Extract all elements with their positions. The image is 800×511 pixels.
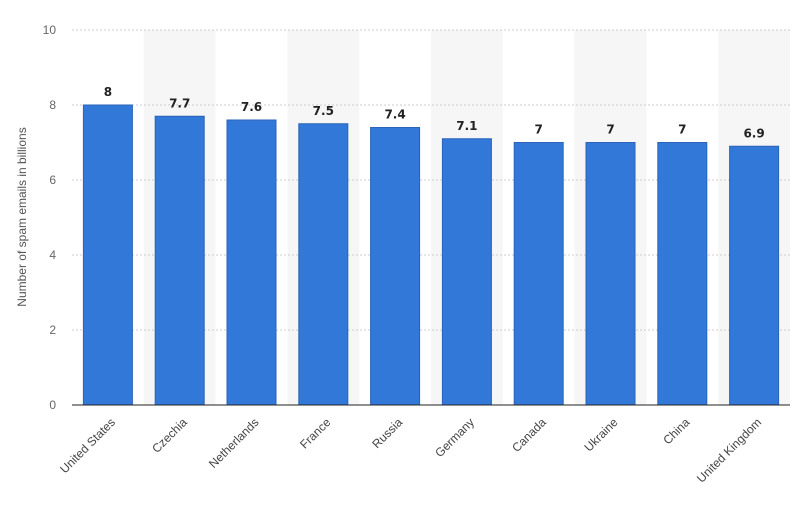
x-tick-label: Canada bbox=[509, 415, 549, 455]
bars bbox=[82, 104, 780, 406]
x-tick-label: Germany bbox=[432, 415, 477, 460]
y-tick-label: 0 bbox=[49, 398, 56, 412]
bar-france bbox=[298, 123, 349, 406]
y-axis-ticks: 0 2 4 6 8 10 bbox=[43, 23, 57, 412]
x-tick-label: United Kingdom bbox=[694, 415, 764, 485]
bar-czechia bbox=[154, 115, 205, 406]
bar-united-states bbox=[82, 104, 133, 406]
value-label: 8 bbox=[104, 85, 112, 99]
x-tick-label: Czechia bbox=[149, 415, 190, 456]
bar-germany bbox=[441, 138, 492, 406]
bar-canada bbox=[513, 142, 564, 406]
x-tick-label: Netherlands bbox=[206, 415, 262, 471]
y-tick-label: 6 bbox=[49, 173, 56, 187]
value-labels: 8 7.7 7.6 7.5 7.4 7.1 7 7 7 6.9 bbox=[104, 85, 765, 140]
bar-ukraine bbox=[585, 142, 636, 406]
bar-united-kingdom bbox=[729, 145, 780, 406]
bar-china bbox=[657, 142, 708, 406]
value-label: 7.5 bbox=[313, 104, 334, 118]
value-label: 7 bbox=[606, 123, 614, 137]
x-tick-label: China bbox=[660, 415, 692, 447]
value-label: 7 bbox=[535, 123, 543, 137]
y-axis-title: Number of spam emails in billions bbox=[15, 127, 29, 306]
x-tick-label: Russia bbox=[369, 415, 405, 451]
y-tick-label: 2 bbox=[49, 323, 56, 337]
value-label: 7.1 bbox=[456, 119, 477, 133]
bar-russia bbox=[370, 127, 421, 406]
x-tick-label: Ukraine bbox=[581, 415, 620, 454]
value-label: 7 bbox=[678, 123, 686, 137]
y-tick-label: 8 bbox=[49, 98, 56, 112]
value-label: 7.4 bbox=[384, 108, 405, 122]
x-tick-label: United States bbox=[57, 415, 118, 476]
y-tick-label: 10 bbox=[43, 23, 57, 37]
x-axis-ticks: United States Czechia Netherlands France Rus… bbox=[57, 415, 764, 486]
y-tick-label: 4 bbox=[49, 248, 56, 262]
value-label: 7.7 bbox=[169, 96, 190, 110]
bar-netherlands bbox=[226, 119, 277, 406]
x-tick-label: France bbox=[297, 415, 334, 452]
value-label: 6.9 bbox=[743, 126, 764, 140]
value-label: 7.6 bbox=[241, 100, 262, 114]
